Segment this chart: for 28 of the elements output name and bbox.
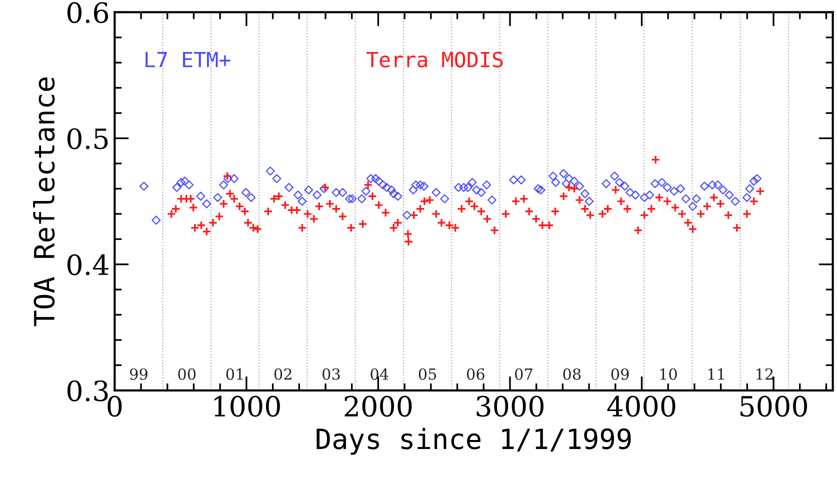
annotation: 08 [563,368,581,380]
annotation: 11 [708,368,724,380]
x-tick-label: 4000 [607,396,676,417]
x-tick-label: 3000 [476,396,544,417]
annotation: 01 [226,368,243,380]
y-tick-label: 0.3 [67,380,108,402]
annotation: 99 [130,368,148,380]
x-tick-label: 5000 [740,396,808,417]
text: Terra MODIS [366,52,503,68]
annotation: 05 [418,368,436,380]
y-tick-label: 0.5 [67,128,108,150]
annotation: 09 [611,368,629,380]
annotation: 03 [322,368,340,380]
annotation: 02 [274,368,292,380]
annotation: 04 [370,368,388,380]
x-tick-label: 2000 [344,396,412,417]
y-axis-title: TOA Reflectance [33,78,55,326]
x-axis-title: Days since 1/1/1999 [316,428,631,455]
x-tick-label: 0 [108,396,122,417]
annotation: 10 [660,368,677,380]
annotation: 00 [178,368,196,380]
x-tick-label: 1000 [214,396,280,417]
annotation: 06 [466,368,484,380]
y-tick-label: 0.4 [67,254,108,276]
text: L7 ETM+ [146,52,230,68]
annotation: 12 [756,368,773,380]
y-tick-label: 0.6 [67,2,108,24]
annotation: 07 [515,368,532,380]
